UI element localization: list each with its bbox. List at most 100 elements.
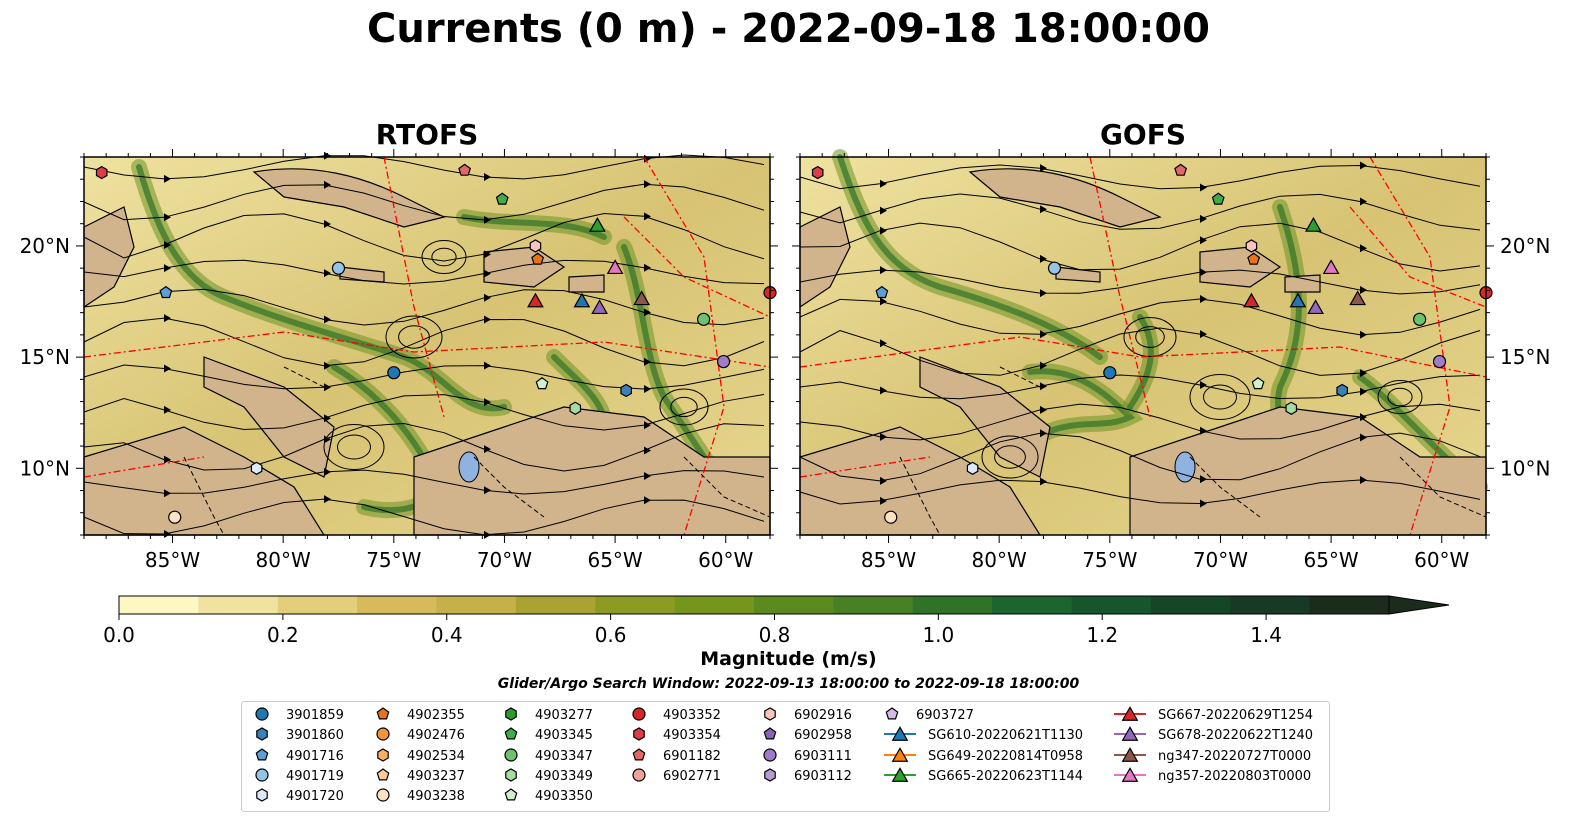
legend-label: 3901859 bbox=[286, 708, 344, 723]
lat-tick-label: 20°N bbox=[20, 234, 70, 258]
streamline-arrow bbox=[1360, 197, 1367, 206]
streamline-arrow bbox=[644, 263, 651, 272]
eddy-streamline bbox=[1189, 374, 1251, 420]
streamline bbox=[83, 154, 765, 180]
obs-marker-4903354 bbox=[95, 165, 108, 180]
obs-marker-ng347-20220727T0000 bbox=[633, 290, 651, 306]
legend-marker-circle bbox=[504, 748, 518, 762]
obs-marker-SG665-20220623T1144 bbox=[589, 217, 606, 232]
eddy-streamline bbox=[1123, 317, 1177, 357]
streamline bbox=[83, 469, 765, 495]
colorbar-segment bbox=[595, 596, 676, 614]
legend-marker-hexagon bbox=[633, 727, 645, 741]
obs-marker-6901182 bbox=[1174, 163, 1188, 176]
obs-marker-6902916 bbox=[1245, 239, 1258, 253]
colorbar-tick-label: 0.6 bbox=[595, 623, 627, 647]
obs-marker-SG667-20220629T1254 bbox=[527, 292, 544, 308]
streamline bbox=[83, 393, 765, 431]
obs-marker-4903350 bbox=[535, 377, 549, 390]
colorbar-extend-arrow bbox=[1388, 595, 1450, 615]
panel-title-gofs: GOFS bbox=[1099, 118, 1187, 151]
streamline-arrow bbox=[1360, 244, 1367, 253]
lat-tick-label: 10°N bbox=[1500, 456, 1550, 480]
legend-marker-circle bbox=[376, 788, 390, 802]
streamline-arrow bbox=[1040, 382, 1047, 391]
streamline-arrow bbox=[644, 384, 651, 393]
streamline-arrow bbox=[1200, 268, 1207, 277]
colorbar-segment bbox=[992, 596, 1072, 614]
streamline-arrow bbox=[324, 383, 331, 392]
lon-tick-label: 60°W bbox=[1414, 548, 1469, 572]
streamline bbox=[799, 269, 1481, 295]
obs-marker-SG678-20220622T1240 bbox=[1307, 299, 1324, 315]
streamline-arrow bbox=[484, 215, 491, 224]
streamline-arrow bbox=[1040, 405, 1047, 414]
obs-marker-SG667-20220629T1254 bbox=[1243, 292, 1260, 308]
legend-label: 6903111 bbox=[794, 749, 852, 764]
colorbar-tick-label: 1.4 bbox=[1250, 623, 1282, 647]
streamline-arrow bbox=[324, 361, 331, 370]
eez-boundary bbox=[643, 156, 725, 536]
colorbar-segment bbox=[357, 596, 437, 614]
legend-marker-hexagon bbox=[764, 768, 776, 782]
legend-marker-pentagon bbox=[763, 727, 777, 740]
streamline-arrow bbox=[1360, 476, 1367, 485]
streamline bbox=[83, 317, 765, 367]
legend-label: 4903238 bbox=[407, 789, 465, 804]
streamline-arrow bbox=[644, 446, 651, 455]
colorbar-tick-label: 1.0 bbox=[922, 623, 954, 647]
search-window-text: Glider/Argo Search Window: 2022-09-13 18… bbox=[497, 676, 1080, 692]
legend-marker-hexagon bbox=[377, 748, 389, 762]
high-velocity-core bbox=[837, 154, 1103, 360]
eddy-streamline bbox=[670, 396, 698, 418]
streamline-arrow bbox=[1040, 164, 1047, 173]
streamline-arrow bbox=[1200, 381, 1207, 390]
lake-maracaibo bbox=[1174, 451, 1196, 483]
streamline-arrow bbox=[324, 414, 331, 423]
streamline-arrow bbox=[1360, 387, 1367, 396]
country-border bbox=[899, 456, 941, 536]
streamline-arrow bbox=[484, 293, 491, 302]
figure-title: Currents (0 m) - 2022-09-18 18:00:00 bbox=[367, 6, 1210, 52]
land-mass bbox=[968, 168, 1162, 228]
legend-marker-circle bbox=[376, 727, 390, 741]
colorbar-tick-label: 0.0 bbox=[103, 623, 135, 647]
legend-label: SG678-20220622T1240 bbox=[1158, 728, 1313, 743]
obs-marker-4902355 bbox=[531, 252, 545, 265]
streamline bbox=[799, 403, 1481, 441]
legend-marker-triangle bbox=[1121, 706, 1139, 721]
streamline-arrow bbox=[1360, 330, 1367, 339]
streamline-arrow bbox=[880, 496, 887, 505]
map-panel-gofs: 85°W 80°W 75°W 70°W 65°W 60°W 10°N 15°N 20°N bbox=[792, 149, 1550, 572]
legend-label: 4903354 bbox=[663, 728, 721, 743]
streamline-arrow bbox=[1360, 413, 1367, 422]
streamline bbox=[83, 288, 765, 326]
obs-marker-SG665-20220623T1144 bbox=[1305, 217, 1322, 232]
legend-marker-triangle bbox=[891, 767, 909, 782]
lat-tick-label: 20°N bbox=[1500, 234, 1550, 258]
colorbar-tick-label: 0.4 bbox=[431, 623, 463, 647]
legend-marker-triangle bbox=[1121, 726, 1139, 741]
obs-marker-SG678-20220622T1240 bbox=[591, 299, 608, 315]
legend-label: 4902476 bbox=[407, 728, 465, 743]
streamline-arrow bbox=[164, 241, 171, 250]
streamline-arrow bbox=[164, 364, 171, 373]
streamline-arrow bbox=[324, 180, 331, 189]
streamline-arrow bbox=[880, 206, 887, 215]
colorbar-segment bbox=[674, 596, 755, 614]
streamline-arrow bbox=[1200, 475, 1207, 484]
streamline-arrow bbox=[324, 269, 331, 278]
legend-marker-pentagon bbox=[504, 727, 518, 740]
streamline-arrow bbox=[484, 250, 491, 259]
eddy-streamline bbox=[431, 247, 457, 267]
legend-marker-pentagon bbox=[504, 788, 518, 801]
legend: 3901859 3901860 4901716 4901719 4901720 49023… bbox=[241, 701, 1330, 812]
streamline-arrow bbox=[484, 361, 491, 370]
eddy-streamline bbox=[398, 325, 430, 349]
lon-tick-label: 65°W bbox=[587, 548, 642, 572]
streamline-arrow bbox=[880, 226, 887, 235]
legend-marker-hexagon bbox=[764, 707, 776, 721]
streamline-arrow bbox=[1200, 295, 1207, 304]
eez-boundary bbox=[383, 156, 445, 418]
eez-boundary bbox=[1089, 156, 1151, 418]
